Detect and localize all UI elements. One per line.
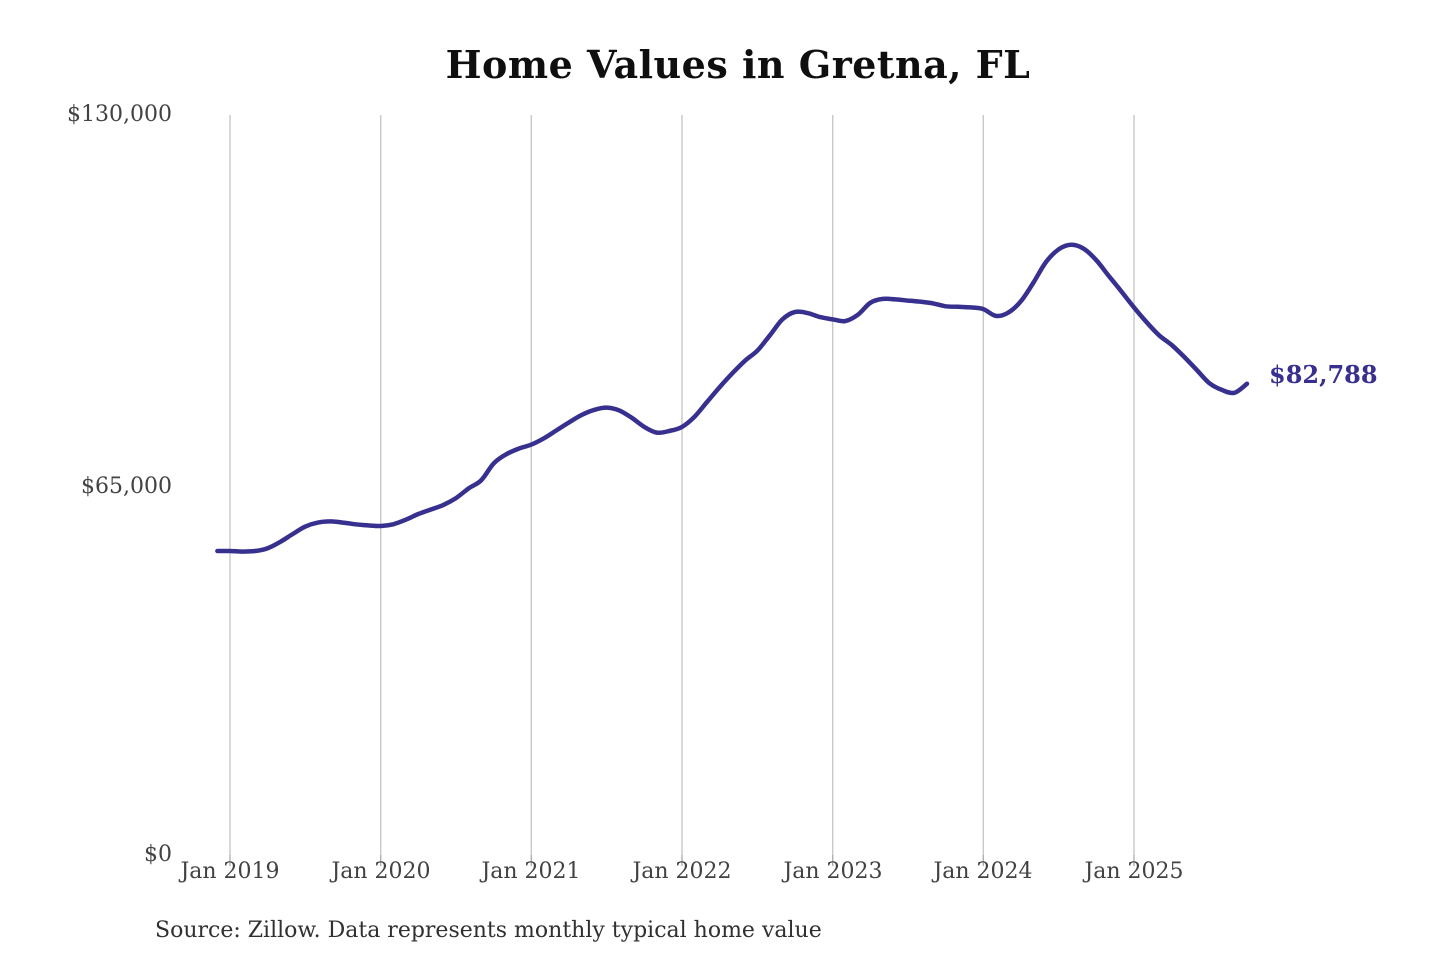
source-note: Source: Zillow. Data represents monthly …: [155, 918, 822, 943]
x-tick-label-jan-2021: Jan 2021: [481, 859, 581, 884]
y-axis-label-0: $0: [144, 842, 172, 867]
chart-title: Home Values in Gretna, FL: [445, 42, 1031, 87]
x-tick-label-jan-2025: Jan 2025: [1084, 859, 1184, 884]
current-value-label: $82,788: [1269, 359, 1378, 389]
x-tick-label-jan-2019: Jan 2019: [180, 859, 280, 884]
home-value-line: [215, 242, 1250, 554]
x-tick-label-jan-2020: Jan 2020: [331, 859, 431, 884]
gridlines: [229, 115, 1135, 866]
x-tick-label-jan-2022: Jan 2022: [632, 859, 732, 884]
y-axis-label-130000: $130,000: [67, 102, 172, 127]
x-tick-label-jan-2023: Jan 2023: [783, 859, 883, 884]
x-tick-label-jan-2024: Jan 2024: [933, 859, 1033, 884]
y-axis-label-65000: $65,000: [81, 474, 172, 499]
